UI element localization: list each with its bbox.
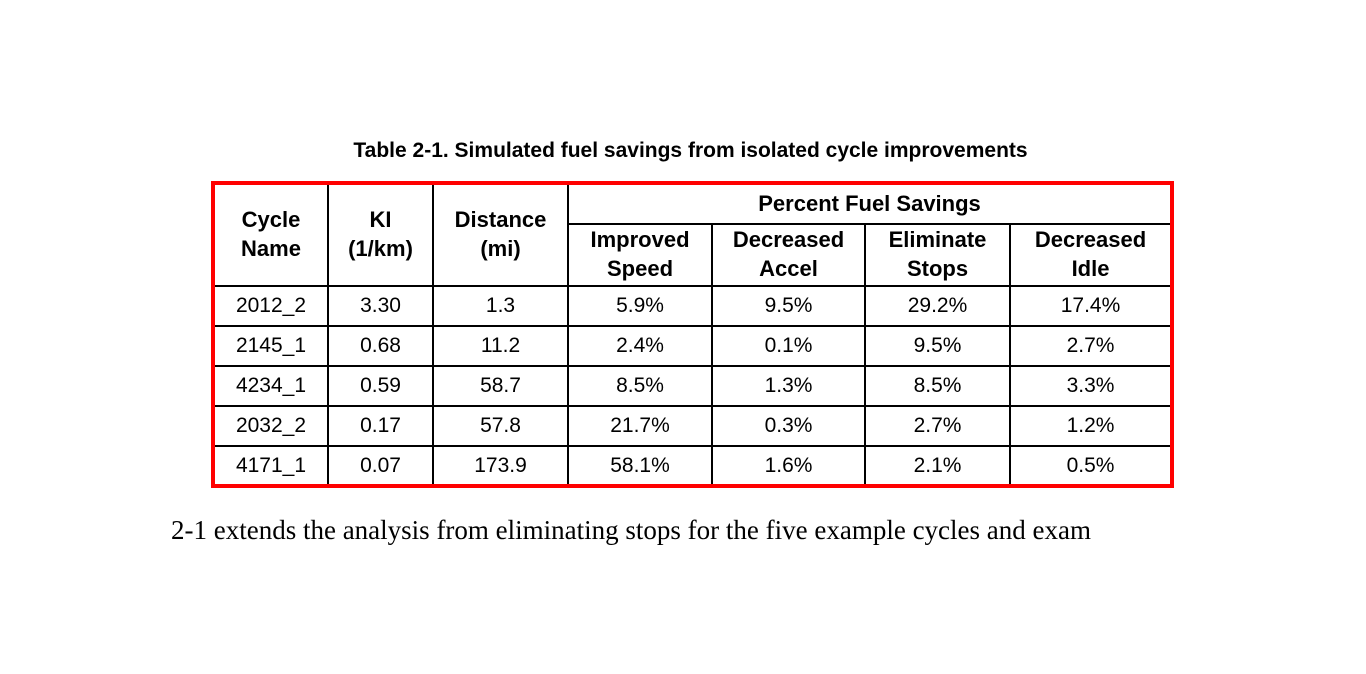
cell-decreased-idle: 2.7%: [1008, 325, 1174, 367]
cell-improved-speed: 21.7%: [567, 405, 713, 447]
header-line: Speed: [606, 256, 674, 281]
cell-ki: 0.59: [327, 365, 434, 407]
cell-cycle-name: 4171_1: [212, 445, 329, 487]
cell-improved-speed: 2.4%: [567, 325, 713, 367]
cell-improved-speed: 8.5%: [567, 365, 713, 407]
table-row: 2032_2 0.17 57.8 21.7% 0.3% 2.7% 1.2%: [212, 405, 1174, 447]
cell-eliminate-stops: 2.7%: [864, 405, 1011, 447]
col-header-ki: KI (1/km): [327, 182, 434, 287]
header-line: Decreased: [732, 227, 845, 253]
table-row: 4234_1 0.59 58.7 8.5% 1.3% 8.5% 3.3%: [212, 365, 1174, 407]
cell-distance: 11.2: [432, 325, 569, 367]
cell-distance: 57.8: [432, 405, 569, 447]
cell-decreased-accel: 0.1%: [711, 325, 866, 367]
header-line: (1/km): [348, 236, 413, 261]
table-row: 2145_1 0.68 11.2 2.4% 0.1% 9.5% 2.7%: [212, 325, 1174, 367]
col-header-distance: Distance (mi): [432, 182, 569, 287]
cell-distance: 58.7: [432, 365, 569, 407]
cell-cycle-name: 2032_2: [212, 405, 329, 447]
cell-decreased-accel: 9.5%: [711, 285, 866, 327]
cell-ki: 0.07: [327, 445, 434, 487]
header-line: KI: [369, 207, 392, 233]
cell-ki: 3.30: [327, 285, 434, 327]
cell-eliminate-stops: 29.2%: [864, 285, 1011, 327]
fuel-savings-table: Cycle Name KI (1/km) Distance (mi) Percent …: [211, 181, 1175, 488]
table-row: 2012_2 3.30 1.3 5.9% 9.5% 29.2% 17.4%: [212, 285, 1174, 327]
cell-decreased-idle: 17.4%: [1008, 285, 1174, 327]
cell-eliminate-stops: 9.5%: [864, 325, 1011, 367]
header-row-sub: Improved Speed Decreased Accel Eliminate St…: [213, 223, 1174, 287]
cell-improved-speed: 5.9%: [567, 285, 713, 327]
header-line: Improved: [590, 227, 690, 253]
col-header-cycle-name: Cycle Name: [212, 182, 329, 287]
col-header-improved-speed: Improved Speed: [567, 223, 713, 287]
cell-decreased-accel: 0.3%: [711, 405, 866, 447]
header-line: Stops: [906, 256, 969, 281]
header-line: Distance: [454, 207, 547, 233]
col-header-decreased-idle: Decreased Idle: [1008, 223, 1174, 287]
cell-cycle-name: 4234_1: [212, 365, 329, 407]
cell-ki: 0.17: [327, 405, 434, 447]
cell-decreased-idle: 0.5%: [1008, 445, 1174, 487]
cell-improved-speed: 58.1%: [567, 445, 713, 487]
cell-ki: 0.68: [327, 325, 434, 367]
header-line: Eliminate: [888, 227, 987, 253]
cell-decreased-accel: 1.6%: [711, 445, 866, 487]
header-line: Idle: [1071, 256, 1110, 281]
cell-cycle-name: 2012_2: [212, 285, 329, 327]
body-text: 2-1 extends the analysis from eliminatin…: [171, 515, 1091, 545]
table-row: 4171_1 0.07 173.9 58.1% 1.6% 2.1% 0.5%: [212, 445, 1174, 487]
cell-eliminate-stops: 2.1%: [864, 445, 1011, 487]
cell-distance: 173.9: [432, 445, 569, 487]
col-header-eliminate-stops: Eliminate Stops: [864, 223, 1011, 287]
col-group-header-percent-fuel-savings: Percent Fuel Savings: [566, 182, 1174, 225]
header-line: Accel: [759, 256, 818, 281]
cell-decreased-idle: 3.3%: [1008, 365, 1174, 407]
cell-decreased-idle: 1.2%: [1008, 405, 1174, 447]
cell-distance: 1.3: [432, 285, 569, 327]
cell-decreased-accel: 1.3%: [711, 365, 866, 407]
cell-cycle-name: 2145_1: [212, 325, 329, 367]
col-header-decreased-accel: Decreased Accel: [711, 223, 866, 287]
header-row-group: Cycle Name KI (1/km) Distance (mi) Percent …: [212, 182, 1174, 287]
header-line: (mi): [480, 236, 521, 261]
header-line: Cycle: [241, 207, 301, 233]
cell-eliminate-stops: 8.5%: [864, 365, 1011, 407]
table-caption: Table 2-1. Simulated fuel savings from i…: [353, 139, 1028, 162]
header-line: Decreased: [1034, 227, 1147, 253]
header-line: Name: [241, 236, 301, 261]
